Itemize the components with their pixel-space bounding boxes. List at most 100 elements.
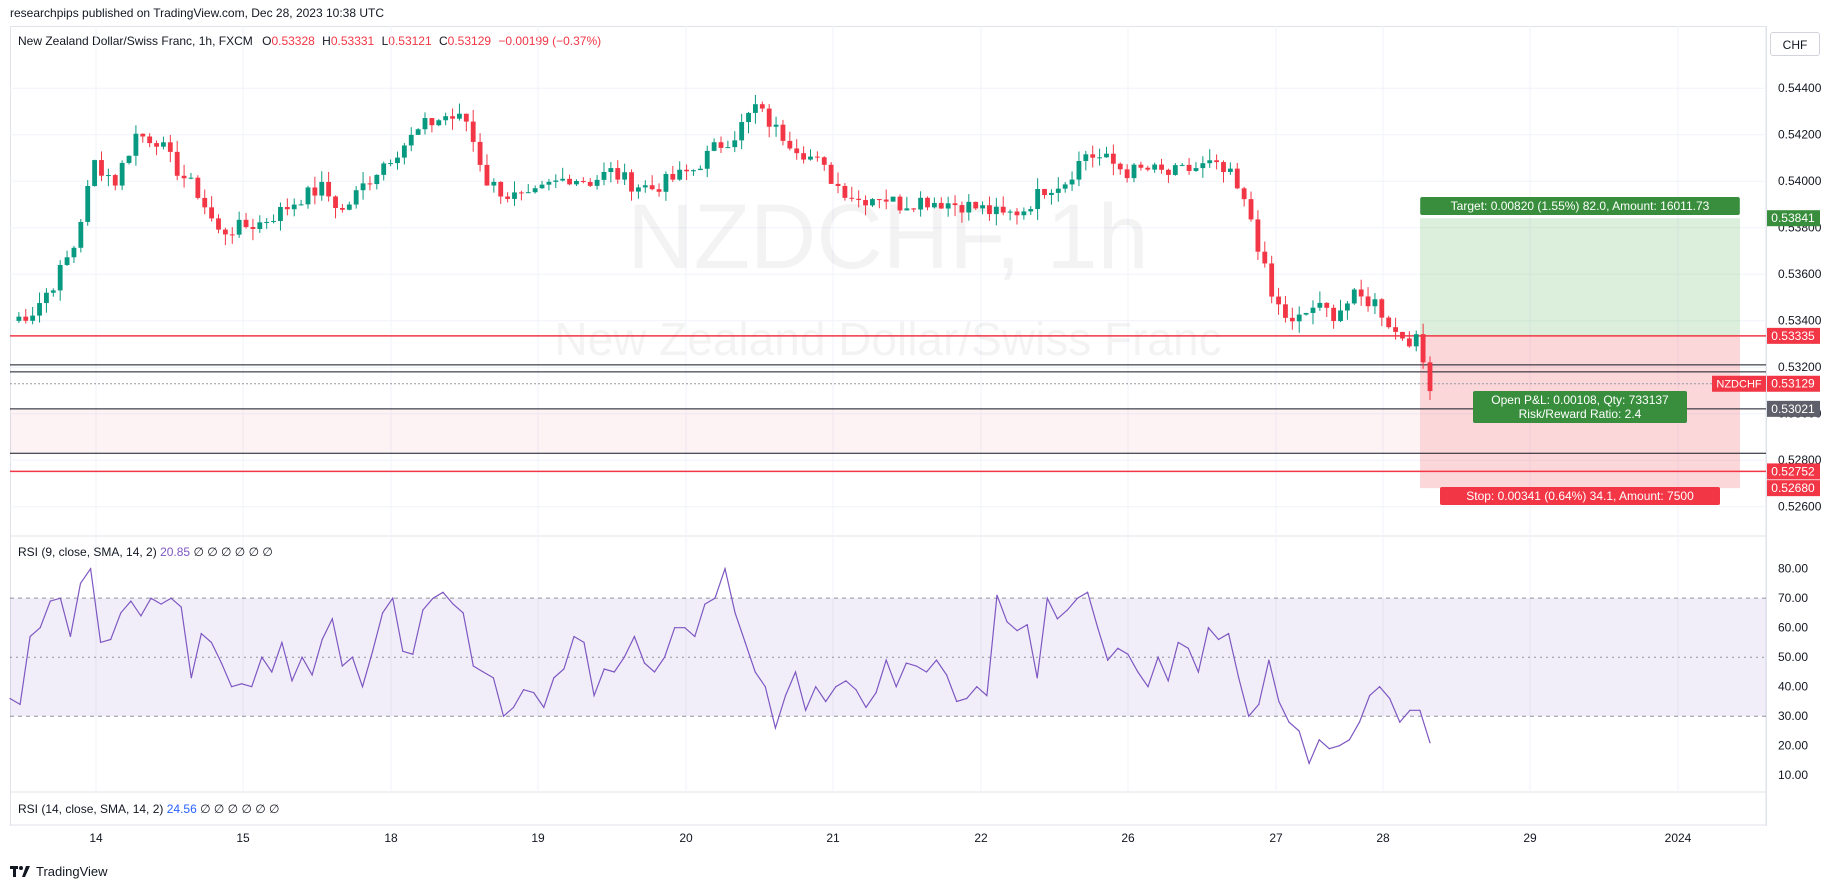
price-tag-bg <box>1767 463 1820 480</box>
candle-body <box>161 142 166 147</box>
rsi-point <box>593 694 595 697</box>
candle-body <box>1358 289 1364 297</box>
candle-body <box>133 133 139 156</box>
candle-body <box>1344 303 1350 311</box>
legend-c-label: C <box>439 34 448 48</box>
rsi-point <box>1288 721 1290 723</box>
rsi-point <box>140 615 142 617</box>
rsi-point <box>261 656 263 658</box>
candle-body <box>670 174 676 180</box>
rsi-point <box>684 627 686 629</box>
rsi-point <box>1389 697 1391 700</box>
rsi-point <box>865 706 867 708</box>
rsi-point <box>150 597 152 599</box>
symbol-legend: New Zealand Dollar/Swiss Franc, 1h, FXCM… <box>18 34 601 48</box>
candle-body <box>1042 188 1047 195</box>
candle-body <box>422 118 428 130</box>
candle-body <box>188 177 194 179</box>
rsi-point <box>1298 730 1300 732</box>
rsi-point <box>271 671 273 673</box>
candle-body <box>498 181 504 197</box>
candle-body <box>105 175 111 177</box>
time-tick-label: 14 <box>89 831 103 845</box>
time-tick-label: 18 <box>384 831 398 845</box>
currency-button[interactable]: CHF <box>1770 32 1820 56</box>
rsi-point <box>512 706 515 708</box>
rsi-point <box>89 568 92 570</box>
rsi-tick-label: 30.00 <box>1778 709 1808 723</box>
rsi-point <box>1328 748 1330 750</box>
candle-body <box>326 181 332 197</box>
brand-footer[interactable]: TradingView <box>10 864 108 879</box>
rsi-point <box>382 612 384 614</box>
rsi-point <box>9 697 11 700</box>
rsi-point <box>361 686 364 688</box>
candle-body <box>298 204 304 206</box>
candle-body <box>987 205 992 215</box>
rsi-point <box>835 686 837 688</box>
rsi-point <box>935 659 938 661</box>
candle-body <box>1413 334 1419 347</box>
rsi-point <box>1207 627 1210 629</box>
legend-h-label: H <box>322 34 331 48</box>
candle-body <box>1021 211 1027 216</box>
rsi-point <box>774 727 776 729</box>
candle-body <box>601 172 607 180</box>
rsi-point <box>956 700 958 703</box>
rsi-tick-label: 50.00 <box>1778 650 1808 664</box>
rsi-point <box>472 665 474 667</box>
rsi-point <box>784 694 787 697</box>
candle-body <box>1338 310 1343 322</box>
candle-body <box>959 205 965 213</box>
rsi-point <box>130 600 132 602</box>
rsi1-zeros: ∅ ∅ ∅ ∅ ∅ ∅ <box>193 545 273 559</box>
rsi-tick-label: 20.00 <box>1778 739 1808 753</box>
candle-body <box>236 219 242 235</box>
candle-body <box>1406 338 1412 347</box>
candle-body <box>491 181 497 186</box>
candle-body <box>835 183 841 186</box>
candle-body <box>870 199 875 206</box>
candle-body <box>1289 317 1295 322</box>
rsi-point <box>945 674 948 676</box>
rsi-point <box>815 686 817 688</box>
rsi-point <box>976 686 978 688</box>
candle-body <box>374 174 380 185</box>
symbol-tag: NZDCHF <box>1716 379 1761 391</box>
candle-body <box>1083 154 1089 161</box>
rsi-point <box>1348 739 1351 741</box>
rsi-point <box>180 606 182 608</box>
candle-body <box>890 196 896 202</box>
candle-body <box>1296 314 1302 322</box>
candle-body <box>457 113 462 119</box>
rsi-point <box>885 659 887 661</box>
candle-body <box>518 192 524 194</box>
candle-body <box>1035 188 1041 210</box>
candle-body <box>99 160 104 176</box>
legend-low: 0.53121 <box>388 34 432 48</box>
rsi-point <box>462 612 464 614</box>
rsi2-zeros: ∅ ∅ ∅ ∅ ∅ ∅ <box>200 802 280 816</box>
candle-body <box>897 196 903 211</box>
candle-body <box>1283 304 1288 318</box>
pnl-label-text: Risk/Reward Ratio: 2.4 <box>1519 407 1642 421</box>
rsi-line <box>9 566 1431 766</box>
candle-body <box>1069 179 1075 185</box>
candle-body <box>353 190 359 205</box>
price-tag: 0.52752 <box>1771 464 1815 478</box>
candle-body <box>629 172 634 192</box>
candle-body <box>1014 211 1020 216</box>
candle-body <box>250 227 256 229</box>
candle-body <box>574 181 579 185</box>
candle-body <box>993 206 999 215</box>
candle-body <box>780 124 786 141</box>
candle-body <box>512 192 517 199</box>
rsi-point <box>442 591 444 593</box>
rsi-point <box>422 609 424 611</box>
profit-zone <box>1420 218 1740 336</box>
candle-body <box>1028 209 1034 212</box>
rsi-point <box>1419 709 1421 711</box>
candle-body <box>814 156 820 158</box>
publish-line: researchpips published on TradingView.co… <box>10 6 384 20</box>
